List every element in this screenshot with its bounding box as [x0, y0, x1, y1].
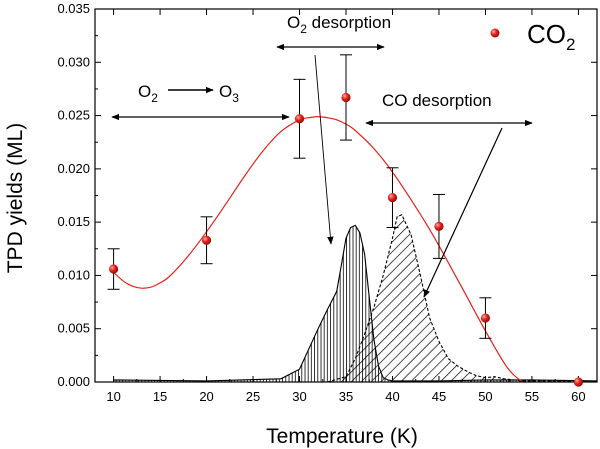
- x-axis-title: Temperature (K): [266, 425, 418, 448]
- o2-label: O2: [138, 82, 158, 105]
- legend-marker: [490, 28, 500, 38]
- co-desorption-pointer-arrow: [423, 127, 503, 298]
- x-axis: 10 15 20 25 30 35 40 45 50 55 60: [106, 9, 586, 404]
- co-desorption-annotation: CO desorption: [365, 91, 533, 298]
- y-axis: 0.000 0.005 0.010 0.015 0.020 0.025 0.030 0.035: [57, 1, 597, 389]
- y-tick-label: 0.015: [57, 214, 90, 229]
- data-point: [341, 92, 351, 103]
- x-tick-label: 10: [106, 389, 120, 404]
- fit-curve: [113, 115, 523, 383]
- x-tick-label: 30: [292, 389, 306, 404]
- legend: CO2: [490, 19, 575, 54]
- y-tick-label: 0.035: [57, 1, 90, 16]
- data-point: [108, 264, 119, 274]
- o3-label: O3: [219, 82, 239, 105]
- o2-desorption-annotation: O2 desorption: [276, 13, 391, 245]
- y-tick-label: 0.005: [57, 321, 90, 336]
- o2-desorption-area: [113, 224, 598, 383]
- co-desorption-area: [327, 213, 598, 383]
- data-point: [294, 114, 305, 124]
- data-point: [480, 313, 491, 323]
- x-tick-label: 60: [571, 389, 585, 404]
- data-point: [201, 235, 212, 245]
- co-desorption-label: CO desorption: [382, 91, 492, 110]
- x-tick-label: 25: [246, 389, 260, 404]
- x-tick-label: 15: [153, 389, 167, 404]
- legend-label: CO2: [527, 19, 575, 54]
- y-tick-label: 0.010: [57, 267, 90, 282]
- x-tick-label: 35: [339, 389, 353, 404]
- y-tick-label: 0.025: [57, 108, 90, 123]
- x-tick-label: 55: [525, 389, 539, 404]
- data-point: [573, 377, 584, 387]
- data-points: [108, 92, 584, 387]
- y-axis-title: TPD yields (ML): [4, 123, 27, 274]
- y-tick-label: 0.000: [57, 374, 90, 389]
- data-point: [387, 193, 398, 203]
- data-point: [434, 221, 444, 232]
- o2-desorption-pointer-arrow: [314, 54, 334, 245]
- y-tick-label: 0.030: [57, 54, 90, 69]
- y-tick-label: 0.020: [57, 161, 90, 176]
- x-tick-label: 20: [199, 389, 213, 404]
- x-tick-label: 40: [385, 389, 399, 404]
- o2-to-o3-annotation: O2 O3: [111, 82, 290, 121]
- x-tick-label: 45: [432, 389, 446, 404]
- x-tick-label: 50: [478, 389, 492, 404]
- desorption-areas: [113, 213, 598, 383]
- o2-desorption-label: O2 desorption: [287, 13, 391, 36]
